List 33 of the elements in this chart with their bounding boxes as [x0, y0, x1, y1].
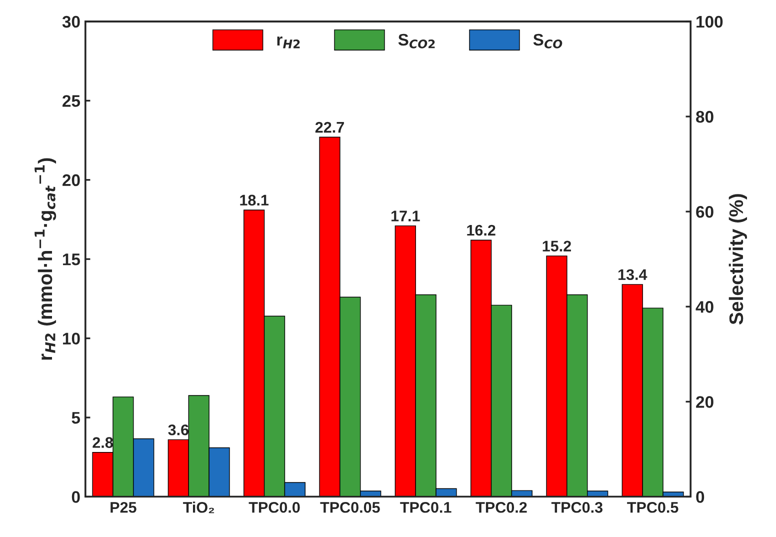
- y2-tick-label: 0: [696, 491, 704, 503]
- y-tick-label: 15: [63, 254, 80, 266]
- x-tick-label: TPC0.0: [248, 502, 300, 513]
- y2-axis-title: Selectivity (%): [728, 194, 747, 324]
- data-label: 3.6: [168, 424, 188, 436]
- y2-tick-label: 20: [696, 396, 714, 408]
- data-label: 13.4: [618, 269, 648, 280]
- data-label: 22.7: [315, 122, 344, 133]
- x-tick-label: TPC0.2: [476, 502, 527, 513]
- y-axis-title: r$_{H2}$ (mmol·h$^{−1}$·g$_{cat}$$^{−1}$): [34, 158, 56, 360]
- x-tick-label: P25: [110, 502, 136, 513]
- legend-label: S$_{CO2}$: [398, 34, 435, 48]
- x-tick-label: TiO₂: [183, 502, 214, 514]
- legend-label: r$_{H2}$: [277, 36, 300, 48]
- y-tick-label: 30: [62, 16, 80, 28]
- x-tick-label: TPC0.05: [320, 502, 380, 513]
- y-tick-label: 5: [72, 412, 80, 424]
- y-tick-label: 20: [62, 174, 80, 186]
- y2-tick-label: 100: [696, 16, 723, 28]
- x-tick-label: TPC0.1: [400, 502, 452, 513]
- y2-tick-label: 80: [696, 110, 714, 123]
- y-tick-label: 25: [62, 95, 80, 107]
- x-tick-label: TPC0.3: [551, 502, 602, 513]
- data-label: 18.1: [240, 194, 269, 206]
- legend-label: S$_{CO}$: [533, 34, 562, 48]
- data-label: 17.1: [392, 210, 420, 222]
- x-tick-label: TPC0.5: [627, 502, 678, 513]
- y2-tick-label: 60: [696, 206, 714, 218]
- y-tick-label: 0: [72, 491, 80, 503]
- data-label: 16.2: [467, 224, 496, 236]
- y-tick-label: 10: [63, 332, 80, 345]
- data-label: 15.2: [542, 240, 571, 252]
- y2-tick-label: 40: [696, 301, 714, 313]
